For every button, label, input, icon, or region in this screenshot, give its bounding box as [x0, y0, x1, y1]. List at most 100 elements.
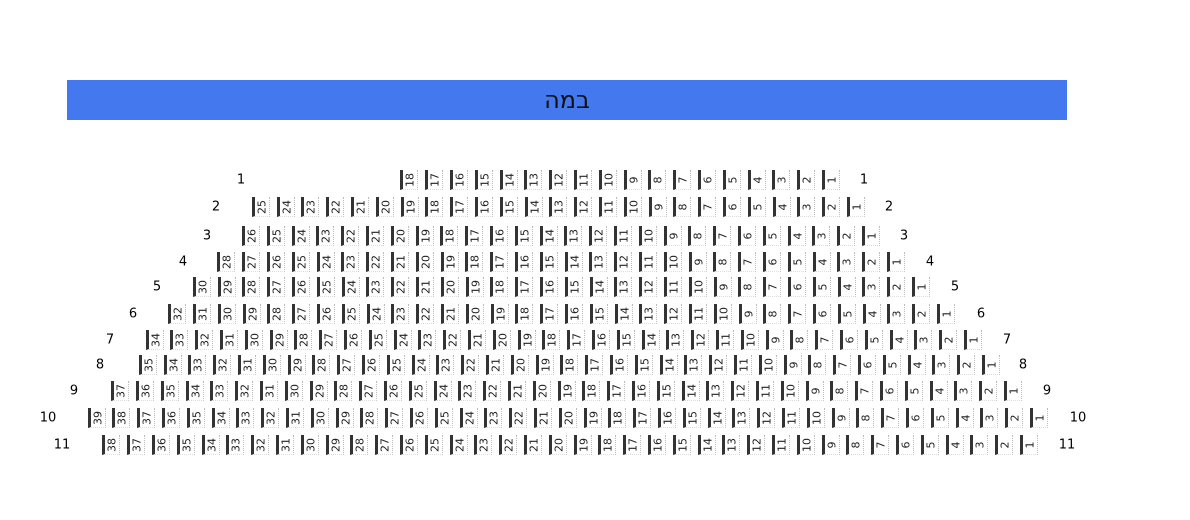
seat[interactable]: 1: [982, 355, 1000, 375]
seat[interactable]: 12: [691, 330, 709, 350]
seat[interactable]: 6: [813, 304, 831, 324]
seat[interactable]: 22: [483, 381, 501, 401]
seat[interactable]: 24: [342, 277, 360, 297]
seat[interactable]: 1: [862, 226, 880, 246]
seat[interactable]: 25: [409, 381, 427, 401]
seat[interactable]: 25: [435, 408, 453, 428]
seat[interactable]: 2: [995, 435, 1013, 455]
seat[interactable]: 4: [908, 355, 926, 375]
seat[interactable]: 18: [400, 170, 418, 190]
seat[interactable]: 18: [560, 355, 578, 375]
seat[interactable]: 9: [664, 226, 682, 246]
seat[interactable]: 27: [375, 435, 393, 455]
seat[interactable]: 9: [649, 197, 667, 217]
seat[interactable]: 18: [608, 408, 626, 428]
seat[interactable]: 21: [534, 408, 552, 428]
seat[interactable]: 34: [186, 381, 204, 401]
seat[interactable]: 13: [524, 170, 542, 190]
seat[interactable]: 22: [341, 226, 359, 246]
seat[interactable]: 35: [161, 381, 179, 401]
seat[interactable]: 33: [170, 330, 188, 350]
seat[interactable]: 12: [709, 355, 727, 375]
seat[interactable]: 18: [598, 435, 616, 455]
seat[interactable]: 4: [748, 170, 766, 190]
seat[interactable]: 7: [738, 252, 756, 272]
seat[interactable]: 19: [491, 304, 509, 324]
seat[interactable]: 8: [713, 252, 731, 272]
seat[interactable]: 11: [599, 197, 617, 217]
seat[interactable]: 3: [887, 304, 905, 324]
seat[interactable]: 11: [756, 381, 774, 401]
seat[interactable]: 8: [738, 277, 756, 297]
seat[interactable]: 28: [217, 252, 235, 272]
seat[interactable]: 15: [475, 170, 493, 190]
seat[interactable]: 30: [245, 330, 263, 350]
seat[interactable]: 3: [914, 330, 932, 350]
seat[interactable]: 21: [416, 277, 434, 297]
seat[interactable]: 19: [441, 252, 459, 272]
seat[interactable]: 21: [366, 226, 384, 246]
seat[interactable]: 20: [549, 435, 567, 455]
seat[interactable]: 12: [731, 381, 749, 401]
seat[interactable]: 21: [524, 435, 542, 455]
seat[interactable]: 3: [970, 435, 988, 455]
seat[interactable]: 13: [706, 381, 724, 401]
seat[interactable]: 16: [475, 197, 493, 217]
seat[interactable]: 32: [235, 381, 253, 401]
seat[interactable]: 10: [741, 330, 759, 350]
seat[interactable]: 35: [187, 408, 205, 428]
seat[interactable]: 14: [682, 381, 700, 401]
seat[interactable]: 23: [366, 277, 384, 297]
seat[interactable]: 6: [880, 381, 898, 401]
seat[interactable]: 34: [164, 355, 182, 375]
seat[interactable]: 24: [367, 304, 385, 324]
seat[interactable]: 28: [242, 277, 260, 297]
seat[interactable]: 28: [360, 408, 378, 428]
seat[interactable]: 15: [540, 252, 558, 272]
seat[interactable]: 1: [1004, 381, 1022, 401]
seat[interactable]: 4: [788, 226, 806, 246]
seat[interactable]: 17: [567, 330, 585, 350]
seat[interactable]: 8: [830, 381, 848, 401]
seat[interactable]: 13: [564, 226, 582, 246]
seat[interactable]: 25: [267, 226, 285, 246]
seat[interactable]: 2: [887, 277, 905, 297]
seat[interactable]: 29: [218, 277, 236, 297]
seat[interactable]: 27: [242, 252, 260, 272]
seat[interactable]: 14: [708, 408, 726, 428]
seat[interactable]: 37: [127, 435, 145, 455]
seat[interactable]: 31: [286, 408, 304, 428]
seat[interactable]: 21: [351, 197, 369, 217]
seat[interactable]: 15: [590, 304, 608, 324]
seat[interactable]: 3: [954, 381, 972, 401]
seat[interactable]: 1: [964, 330, 982, 350]
seat[interactable]: 14: [615, 304, 633, 324]
seat[interactable]: 2: [1005, 408, 1023, 428]
seat[interactable]: 16: [540, 277, 558, 297]
seat[interactable]: 23: [436, 355, 454, 375]
seat[interactable]: 11: [574, 170, 592, 190]
seat[interactable]: 3: [980, 408, 998, 428]
seat[interactable]: 6: [723, 197, 741, 217]
seat[interactable]: 7: [881, 408, 899, 428]
seat[interactable]: 2: [862, 252, 880, 272]
seat[interactable]: 1: [887, 252, 905, 272]
seat[interactable]: 11: [689, 304, 707, 324]
seat[interactable]: 22: [366, 252, 384, 272]
seat[interactable]: 19: [536, 355, 554, 375]
seat[interactable]: 10: [807, 408, 825, 428]
seat[interactable]: 4: [930, 381, 948, 401]
seat[interactable]: 10: [599, 170, 617, 190]
seat[interactable]: 7: [763, 277, 781, 297]
seat[interactable]: 9: [766, 330, 784, 350]
seat[interactable]: 16: [592, 330, 610, 350]
seat[interactable]: 15: [673, 435, 691, 455]
seat[interactable]: 11: [772, 435, 790, 455]
seat[interactable]: 12: [664, 304, 682, 324]
seat[interactable]: 5: [723, 170, 741, 190]
seat[interactable]: 22: [326, 197, 344, 217]
seat[interactable]: 29: [243, 304, 261, 324]
seat[interactable]: 30: [218, 304, 236, 324]
seat[interactable]: 16: [648, 435, 666, 455]
seat[interactable]: 26: [292, 277, 310, 297]
